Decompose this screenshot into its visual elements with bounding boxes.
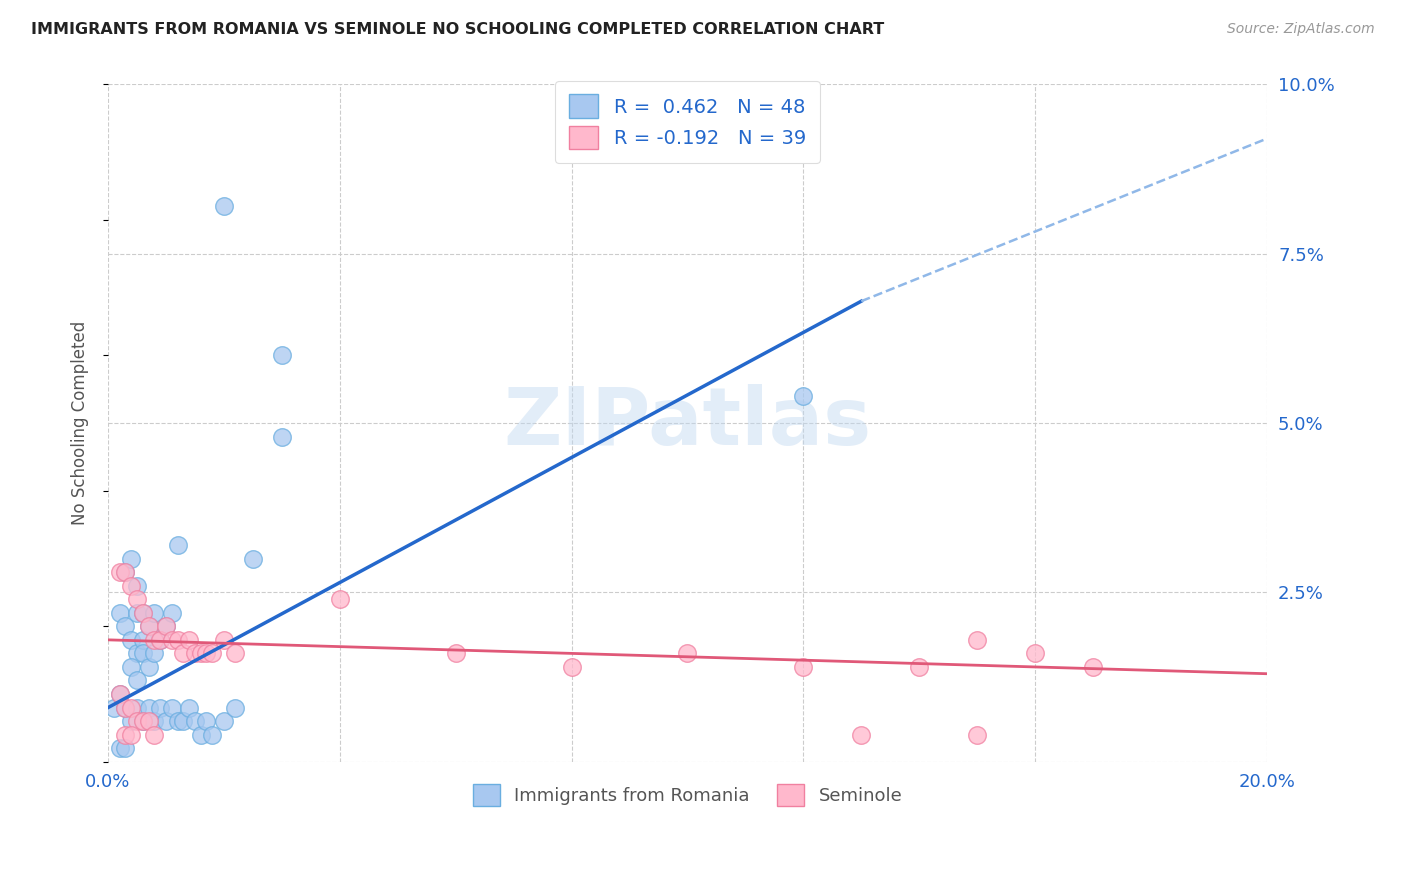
Point xyxy=(224,700,246,714)
Point xyxy=(212,632,235,647)
Point xyxy=(132,606,155,620)
Point xyxy=(166,632,188,647)
Text: Source: ZipAtlas.com: Source: ZipAtlas.com xyxy=(1227,22,1375,37)
Point xyxy=(114,728,136,742)
Point xyxy=(125,647,148,661)
Point xyxy=(179,632,201,647)
Point xyxy=(114,700,136,714)
Point xyxy=(114,565,136,579)
Point xyxy=(132,632,155,647)
Point xyxy=(143,728,166,742)
Point xyxy=(851,728,873,742)
Point xyxy=(212,714,235,728)
Point xyxy=(270,348,292,362)
Point xyxy=(184,647,207,661)
Point xyxy=(329,592,352,607)
Point xyxy=(138,619,160,633)
Point xyxy=(792,389,814,403)
Point xyxy=(132,606,155,620)
Point xyxy=(120,660,142,674)
Point xyxy=(224,647,246,661)
Point xyxy=(172,714,194,728)
Point xyxy=(270,430,292,444)
Point xyxy=(103,700,125,714)
Point xyxy=(114,700,136,714)
Point xyxy=(149,632,172,647)
Point xyxy=(125,673,148,688)
Text: ZIPatlas: ZIPatlas xyxy=(503,384,872,462)
Point xyxy=(179,700,201,714)
Point xyxy=(212,199,235,213)
Point xyxy=(114,619,136,633)
Point xyxy=(132,714,155,728)
Point xyxy=(201,728,224,742)
Point xyxy=(108,565,131,579)
Point xyxy=(114,565,136,579)
Legend: Immigrants from Romania, Seminole: Immigrants from Romania, Seminole xyxy=(465,777,910,814)
Point xyxy=(155,619,177,633)
Point xyxy=(120,551,142,566)
Point xyxy=(561,660,583,674)
Point xyxy=(132,714,155,728)
Point xyxy=(125,714,148,728)
Y-axis label: No Schooling Completed: No Schooling Completed xyxy=(72,321,89,525)
Point xyxy=(166,714,188,728)
Point xyxy=(166,538,188,552)
Point xyxy=(143,647,166,661)
Point xyxy=(138,619,160,633)
Point xyxy=(149,700,172,714)
Point xyxy=(138,700,160,714)
Point xyxy=(160,700,183,714)
Point xyxy=(201,647,224,661)
Point xyxy=(242,551,264,566)
Point xyxy=(1081,660,1104,674)
Point xyxy=(108,741,131,756)
Point xyxy=(125,700,148,714)
Point xyxy=(120,700,142,714)
Point xyxy=(1024,647,1046,661)
Point xyxy=(444,647,467,661)
Point xyxy=(138,714,160,728)
Point xyxy=(155,714,177,728)
Point xyxy=(132,647,155,661)
Point xyxy=(108,606,131,620)
Point xyxy=(108,687,131,701)
Point xyxy=(172,647,194,661)
Point xyxy=(125,606,148,620)
Point xyxy=(160,632,183,647)
Point xyxy=(190,728,212,742)
Point xyxy=(149,632,172,647)
Point xyxy=(120,714,142,728)
Point xyxy=(190,647,212,661)
Point xyxy=(155,619,177,633)
Point xyxy=(676,647,699,661)
Point xyxy=(120,728,142,742)
Point xyxy=(195,647,218,661)
Text: IMMIGRANTS FROM ROMANIA VS SEMINOLE NO SCHOOLING COMPLETED CORRELATION CHART: IMMIGRANTS FROM ROMANIA VS SEMINOLE NO S… xyxy=(31,22,884,37)
Point xyxy=(143,632,166,647)
Point xyxy=(120,632,142,647)
Point xyxy=(125,592,148,607)
Point xyxy=(143,714,166,728)
Point xyxy=(120,579,142,593)
Point xyxy=(114,741,136,756)
Point xyxy=(966,728,988,742)
Point xyxy=(108,687,131,701)
Point xyxy=(125,579,148,593)
Point xyxy=(908,660,931,674)
Point xyxy=(195,714,218,728)
Point xyxy=(138,660,160,674)
Point xyxy=(184,714,207,728)
Point xyxy=(143,606,166,620)
Point xyxy=(792,660,814,674)
Point xyxy=(160,606,183,620)
Point xyxy=(966,632,988,647)
